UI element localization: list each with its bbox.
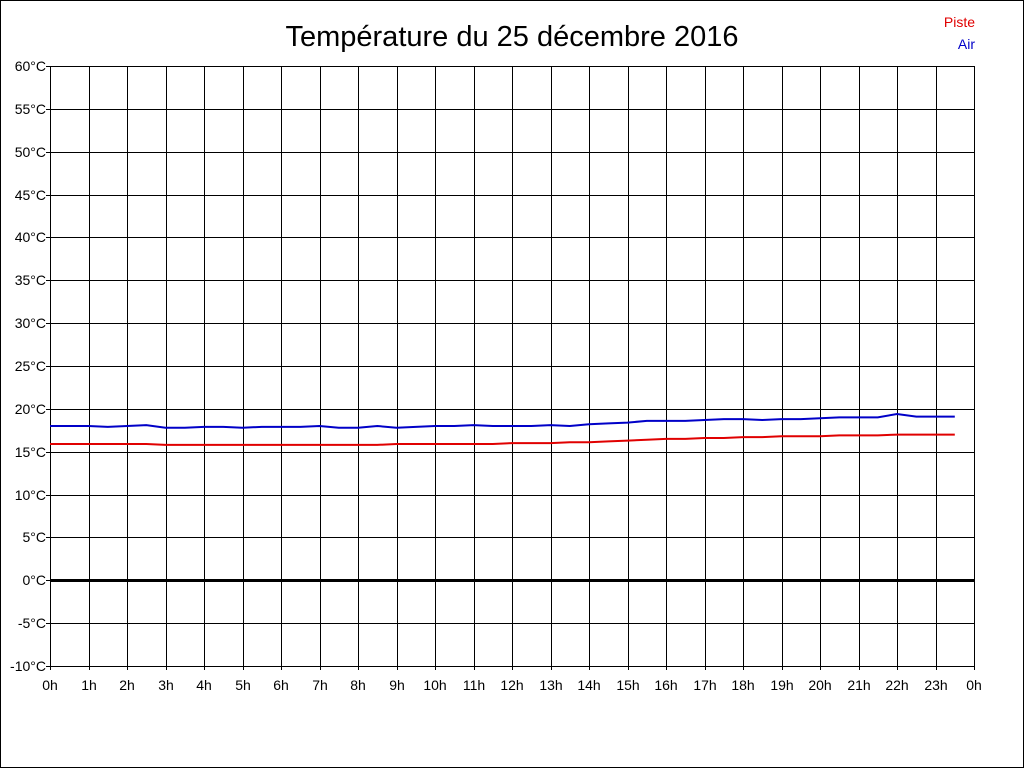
x-tick-label: 9h xyxy=(389,677,405,693)
x-tick-label: 1h xyxy=(81,677,97,693)
y-tick-label: -10°C xyxy=(10,658,46,674)
series-line-air xyxy=(50,412,955,429)
series-line-piste xyxy=(50,433,955,446)
x-tick-label: 8h xyxy=(350,677,366,693)
x-tick-label: 5h xyxy=(235,677,251,693)
x-tick-label: 22h xyxy=(885,677,908,693)
y-tick-label: 20°C xyxy=(15,401,46,417)
y-tick-label: 35°C xyxy=(15,272,46,288)
y-tick-label: 60°C xyxy=(15,58,46,74)
grid xyxy=(46,66,975,670)
x-tick-label: 11h xyxy=(463,677,485,693)
x-tick-label: 19h xyxy=(770,677,793,693)
y-tick-label: 40°C xyxy=(15,229,46,245)
series-lines xyxy=(50,412,955,446)
x-tick-label: 4h xyxy=(196,677,212,693)
x-tick-label: 17h xyxy=(693,677,716,693)
x-tick-label: 0h xyxy=(42,677,58,693)
legend-entry-air: Air xyxy=(958,36,975,52)
x-tick-label: 7h xyxy=(312,677,328,693)
x-tick-label: 2h xyxy=(119,677,135,693)
chart-title: Température du 25 décembre 2016 xyxy=(285,21,738,53)
x-tick-label: 16h xyxy=(654,677,677,693)
y-tick-label: 0°C xyxy=(23,572,47,588)
x-tick-label: 6h xyxy=(273,677,289,693)
x-tick-label: 20h xyxy=(808,677,831,693)
x-tick-label: 13h xyxy=(539,677,562,693)
x-tick-label: 14h xyxy=(577,677,600,693)
x-tick-label: 0h xyxy=(966,677,982,693)
x-tick-label: 3h xyxy=(158,677,174,693)
x-axis-labels: 0h 1h 2h 3h 4h 5h 6h 7h 8h 9h 10h 11h 12h 13h 14h 15h 16… xyxy=(42,677,982,693)
x-tick-label: 10h xyxy=(423,677,446,693)
y-tick-label: 15°C xyxy=(15,444,46,460)
y-axis-labels: -10°C -5°C 0°C 5°C 10°C 15°C 20°C 25°C 30°C 35°C 4… xyxy=(10,58,46,674)
y-tick-label: 45°C xyxy=(15,187,46,203)
y-tick-label: 50°C xyxy=(15,144,46,160)
x-tick-label: 21h xyxy=(847,677,870,693)
y-tick-label: 30°C xyxy=(15,315,46,331)
y-tick-label: 5°C xyxy=(23,529,47,545)
y-tick-label: -5°C xyxy=(18,615,46,631)
x-tick-label: 18h xyxy=(731,677,754,693)
y-tick-label: 10°C xyxy=(15,487,46,503)
legend-entry-piste: Piste xyxy=(944,14,975,30)
x-tick-label: 23h xyxy=(924,677,947,693)
x-tick-label: 12h xyxy=(500,677,523,693)
legend: Piste Air xyxy=(944,14,975,52)
y-tick-label: 55°C xyxy=(15,101,46,117)
x-tick-label: 15h xyxy=(616,677,639,693)
y-tick-label: 25°C xyxy=(15,358,46,374)
